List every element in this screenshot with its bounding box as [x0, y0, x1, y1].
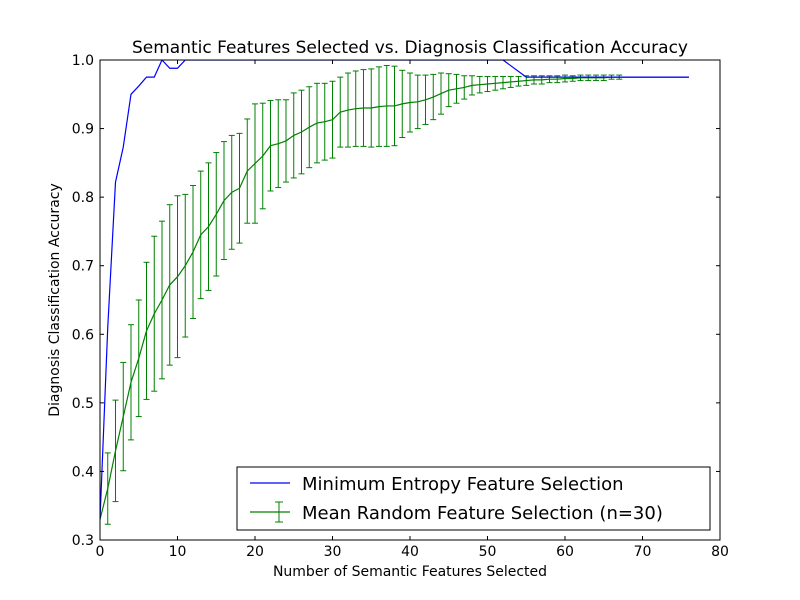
x-tick-label: 70: [634, 544, 652, 560]
y-tick-label: 0.4: [72, 464, 94, 480]
ticks-layer: 0 10 20 30 40 50 60 70 80 0.3 0.4 0.5 0.6 0.7 0.8 0.9 1.…: [72, 53, 729, 560]
series-layer: [100, 60, 689, 525]
y-tick-label: 0.7: [72, 259, 94, 275]
x-tick-label: 10: [169, 544, 187, 560]
y-tick-label: 0.9: [72, 122, 94, 138]
y-axis-label: Diagnosis Classification Accuracy: [47, 183, 63, 417]
chart-title: Semantic Features Selected vs. Diagnosis…: [132, 38, 688, 58]
x-tick-label: 50: [479, 544, 497, 560]
y-tick-label: 0.3: [72, 533, 94, 549]
legend-label-minimum-entropy: Minimum Entropy Feature Selection: [302, 474, 624, 495]
legend-box: [236, 466, 711, 531]
legend-swatch-mean-random: [250, 501, 290, 523]
x-tick-label: 40: [401, 544, 419, 560]
plot-area: [100, 60, 689, 525]
x-tick-label: 80: [711, 544, 729, 560]
legend-label-mean-random: Mean Random Feature Selection (n=30): [302, 503, 663, 524]
x-tick-label: 0: [96, 544, 105, 560]
y-tick-label: 1.0: [72, 53, 94, 69]
x-tick-label: 60: [556, 544, 574, 560]
y-tick-label: 0.6: [72, 327, 94, 343]
series-line-mean-random: [100, 76, 689, 520]
legend: Minimum Entropy Feature Selection Mean R…: [236, 466, 711, 531]
y-tick-label: 0.5: [72, 396, 94, 412]
y-tick-label: 0.8: [72, 190, 94, 206]
series-line-minimum-entropy: [100, 60, 689, 520]
x-axis-label: Number of Semantic Features Selected: [273, 564, 547, 580]
x-tick-label: 30: [324, 544, 342, 560]
x-tick-label: 20: [246, 544, 264, 560]
